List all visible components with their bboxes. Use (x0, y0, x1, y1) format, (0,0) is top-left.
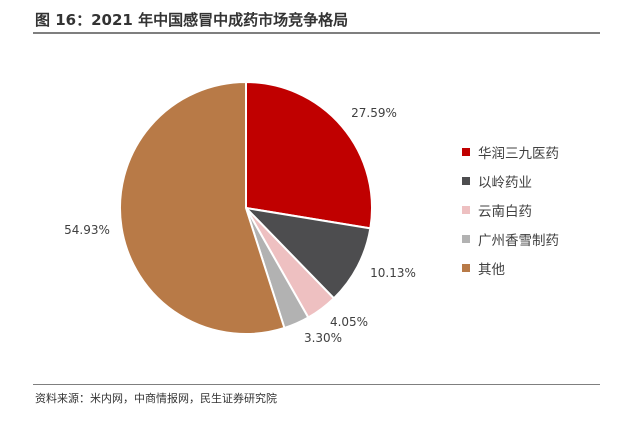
slice-value-label: 54.93% (64, 223, 110, 237)
chart-legend: 华润三九医药 以岭药业 云南白药 广州香雪制药 其他 (462, 141, 559, 286)
legend-label: 云南白药 (478, 204, 532, 220)
legend-item: 以岭药业 (462, 170, 559, 192)
pie-slices (119, 81, 373, 335)
legend-swatch (462, 206, 470, 214)
legend-label: 以岭药业 (478, 175, 532, 191)
slice-value-label: 4.05% (330, 315, 368, 329)
slice-value-label: 27.59% (351, 106, 397, 120)
legend-item: 广州香雪制药 (462, 228, 559, 250)
title-divider (33, 32, 600, 34)
slice-value-label: 10.13% (370, 266, 416, 280)
chart-title: 图 16：2021 年中国感冒中成药市场竞争格局 (35, 11, 349, 29)
legend-swatch (462, 264, 470, 272)
legend-label: 广州香雪制药 (478, 233, 559, 249)
pie-slice (245, 81, 373, 230)
source-note: 资料来源：米内网，中商情报网，民生证券研究院 (35, 392, 277, 405)
legend-swatch (462, 148, 470, 156)
slice-value-label: 3.30% (304, 331, 342, 345)
legend-item: 其他 (462, 257, 559, 279)
pie-data-labels: 27.59% 10.13% 4.05% 3.30% 54.93% (64, 106, 416, 345)
legend-swatch (462, 177, 470, 185)
legend-label: 华润三九医药 (478, 146, 559, 162)
legend-item: 华润三九医药 (462, 141, 559, 163)
legend-label: 其他 (478, 262, 505, 278)
legend-swatch (462, 235, 470, 243)
pie-slice (245, 207, 372, 300)
pie-slice (119, 81, 286, 335)
legend-item: 云南白药 (462, 199, 559, 221)
source-divider (33, 384, 600, 385)
